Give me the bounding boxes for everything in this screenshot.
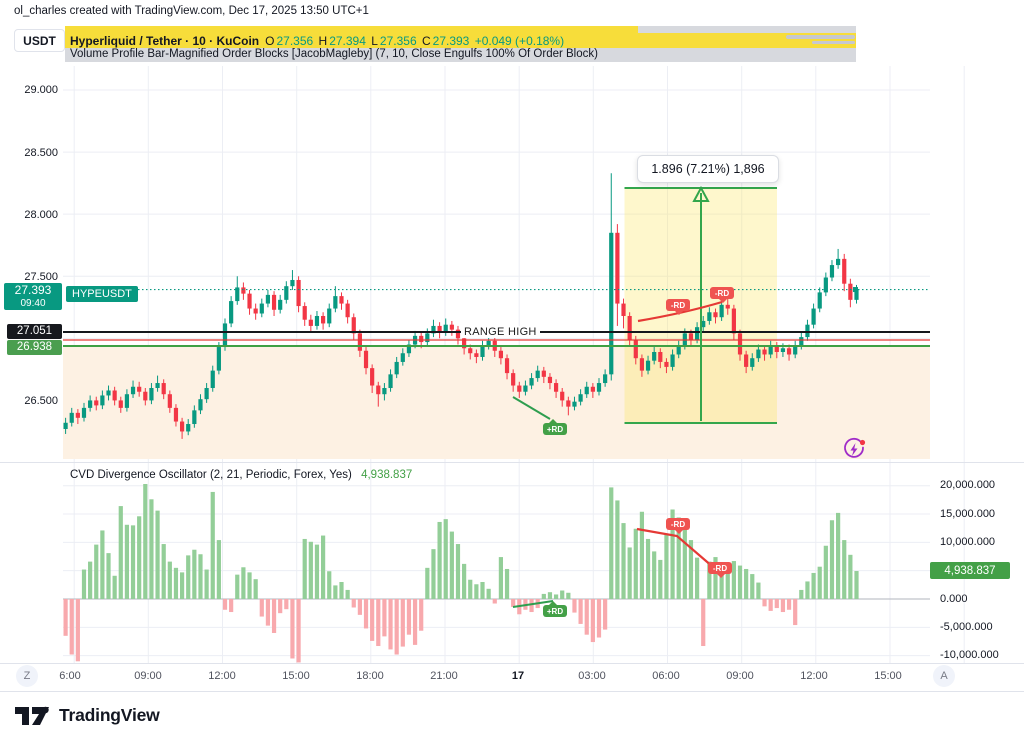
scroll-left-button[interactable]: Z xyxy=(16,665,38,687)
change-value: +0.049 (+0.18%) xyxy=(474,33,565,48)
highlight-strip-symbol xyxy=(65,33,856,48)
tradingview-logo-text: TradingView xyxy=(59,704,160,725)
hidden-legend-strip-2 xyxy=(812,41,855,44)
oscillator-value-badge: 4,938.837 xyxy=(930,562,1010,579)
time-axis-label: 09:00 xyxy=(726,670,754,682)
rd-badge-osc-1: -RD xyxy=(666,518,690,534)
close-value: 27.393 xyxy=(432,33,470,48)
oscillator-legend-row[interactable]: CVD Divergence Oscillator (2, 21, Period… xyxy=(70,469,412,481)
symbol-price-label-badge: HYPEUSDT xyxy=(66,286,138,302)
last-price-countdown: 09:40 xyxy=(20,297,46,309)
time-axis-label: 17 xyxy=(511,670,525,682)
order-block-price-badge: 26.938 xyxy=(7,340,62,355)
price-axis-label: 26.500 xyxy=(24,395,58,407)
open-label: O xyxy=(265,33,275,48)
symbol-title[interactable]: Hyperliquid / Tether · 10 · KuCoin xyxy=(70,33,260,48)
auto-scale-button[interactable]: A xyxy=(933,665,955,687)
time-axis-label: 12:00 xyxy=(208,670,236,682)
price-axis-label: 27.500 xyxy=(24,271,58,283)
oscillator-axis-label: -10,000.000 xyxy=(940,649,999,661)
oscillator-canvas[interactable] xyxy=(0,462,1024,663)
open-value: 27.356 xyxy=(276,33,314,48)
pane-divider-top[interactable] xyxy=(0,462,1024,463)
axis-bottom-border xyxy=(0,691,1024,692)
low-label: L xyxy=(371,33,378,48)
range-high-price-badge: 27.051 xyxy=(7,324,62,339)
oscillator-axis-label: 20,000.000 xyxy=(940,479,996,491)
time-axis-label: 6:00 xyxy=(59,670,81,682)
oscillator-title[interactable]: CVD Divergence Oscillator (2, 21, Period… xyxy=(70,469,352,481)
close-label: C xyxy=(421,33,431,48)
oscillator-axis-label: -5,000.000 xyxy=(940,621,993,633)
quote-currency-label: USDT xyxy=(23,33,56,48)
oscillator-value: 4,938.837 xyxy=(361,469,413,481)
pane-divider-bottom xyxy=(0,663,1024,664)
oscillator-axis-label: 10,000.000 xyxy=(940,536,996,548)
time-axis-label: 15:00 xyxy=(282,670,310,682)
credit-line: ol_charles created with TradingView.com,… xyxy=(14,5,369,17)
highlight-strip-top xyxy=(65,26,638,33)
quote-currency-box: USDT xyxy=(14,29,65,52)
last-price-badge: 27.393 09:40 xyxy=(4,283,62,310)
indicator-legend-row[interactable]: Volume Profile Bar-Magnified Order Block… xyxy=(70,48,598,60)
ohlc-values: O 27.356 H 27.394 L 27.356 C 27.393 +0.049 (… xyxy=(265,34,566,48)
rd-plus-badge-osc: +RD xyxy=(543,601,567,617)
flash-alert-icon[interactable] xyxy=(840,436,868,464)
rd-badge-osc-2: -RD xyxy=(708,562,732,578)
time-axis-label: 21:00 xyxy=(430,670,458,682)
time-axis-label: 18:00 xyxy=(356,670,384,682)
measure-tooltip: 1.896 (7.21%) 1,896 xyxy=(637,155,779,183)
time-axis-label: 15:00 xyxy=(874,670,902,682)
rd-plus-badge-main: +RD xyxy=(543,419,567,435)
hidden-legend-strip-1 xyxy=(786,35,855,39)
tradingview-logo-mark xyxy=(15,706,49,725)
oscillator-axis-label: 0.000 xyxy=(940,593,968,605)
symbol-legend-row[interactable]: Hyperliquid / Tether · 10 · KuCoin O 27.3… xyxy=(70,33,566,48)
time-axis-label: 09:00 xyxy=(134,670,162,682)
price-axis-label: 28.500 xyxy=(24,147,58,159)
last-price-value: 27.393 xyxy=(14,282,52,297)
time-axis-label: 03:00 xyxy=(578,670,606,682)
range-high-text[interactable]: RANGE HIGH xyxy=(461,326,540,338)
rd-badge-main-1: -RD xyxy=(666,299,690,315)
time-axis-label: 06:00 xyxy=(652,670,680,682)
price-axis-label: 29.000 xyxy=(24,84,58,96)
high-label: H xyxy=(318,33,328,48)
price-axis-label: 28.000 xyxy=(24,209,58,221)
low-value: 27.356 xyxy=(379,33,417,48)
main-chart-canvas[interactable] xyxy=(0,66,1024,463)
time-axis-label: 12:00 xyxy=(800,670,828,682)
oscillator-axis-label: 15,000.000 xyxy=(940,508,996,520)
rd-badge-main-2: -RD xyxy=(710,287,734,303)
tradingview-logo[interactable]: TradingView xyxy=(14,703,160,727)
high-value: 27.394 xyxy=(329,33,366,48)
